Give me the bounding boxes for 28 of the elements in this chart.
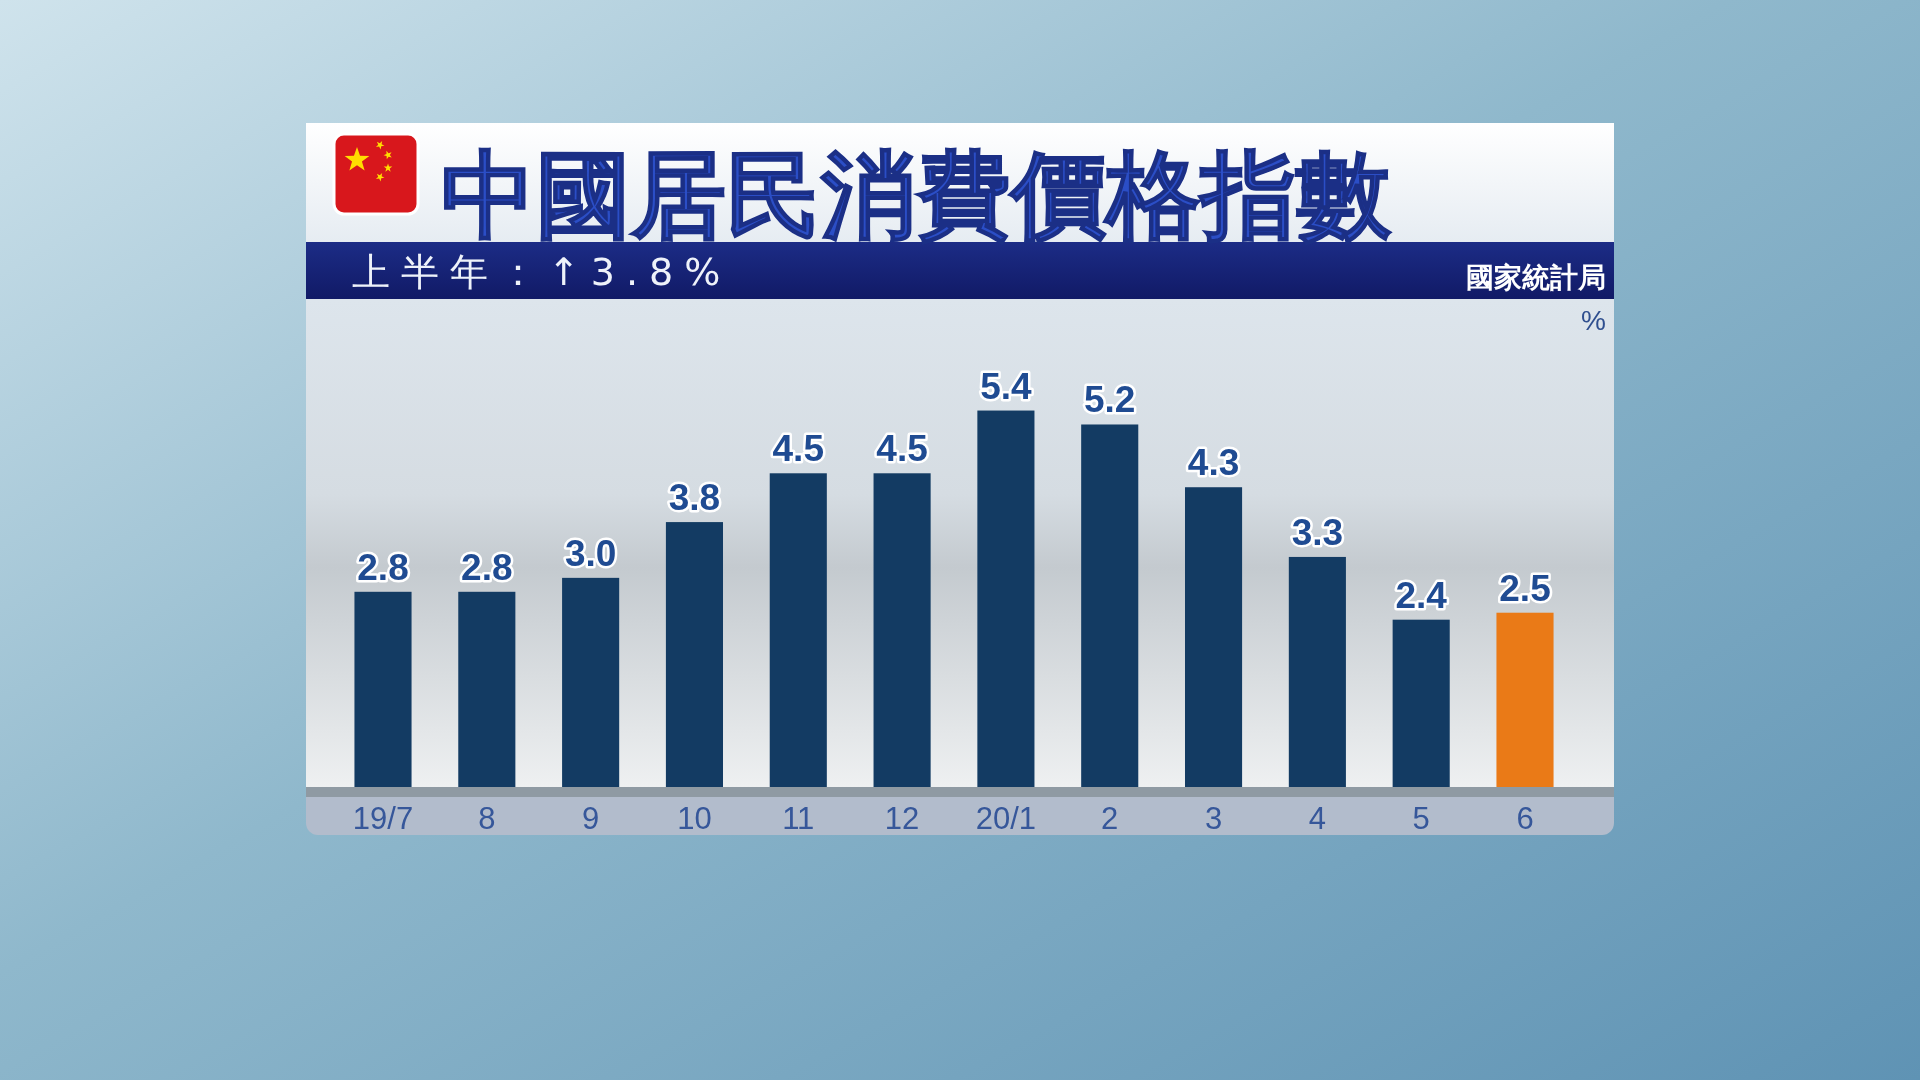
x-tick-label: 9 — [582, 801, 600, 836]
x-tick-label: 19/7 — [352, 801, 414, 836]
x-tick-label: 8 — [478, 801, 496, 836]
x-tick-label: 20/1 — [975, 801, 1037, 836]
chart-subtitle: 上半年：↑3.8% — [352, 250, 732, 294]
x-tick-label: 4 — [1308, 801, 1326, 836]
data-label: 5.4 — [980, 365, 1033, 407]
x-tick-label: 12 — [884, 801, 920, 836]
data-label: 2.8 — [461, 546, 513, 588]
text: 國家統計局 — [1466, 261, 1606, 294]
x-tick-label: 5 — [1412, 801, 1430, 836]
data-label: 3.3 — [1291, 511, 1344, 553]
data-label: 2.4 — [1395, 574, 1448, 616]
data-label: 4.3 — [1187, 442, 1240, 484]
x-tick-label: 11 — [782, 801, 815, 836]
chart-title: 中國居民消費價格指數 — [441, 140, 1392, 250]
data-label: 2.5 — [1499, 567, 1551, 609]
y-axis-title: % — [1581, 305, 1606, 336]
data-label: 5.2 — [1084, 379, 1136, 421]
data-label: 3.0 — [564, 532, 617, 574]
data-label: 4.5 — [772, 428, 824, 470]
data-label: 3.8 — [668, 477, 721, 519]
data-label: 4.5 — [876, 428, 928, 470]
x-tick-label: 6 — [1516, 801, 1534, 836]
x-tick-label: 2 — [1101, 801, 1119, 836]
data-label: 2.8 — [357, 546, 409, 588]
x-tick-label: 3 — [1204, 801, 1223, 836]
x-tick-label: 10 — [677, 801, 712, 836]
